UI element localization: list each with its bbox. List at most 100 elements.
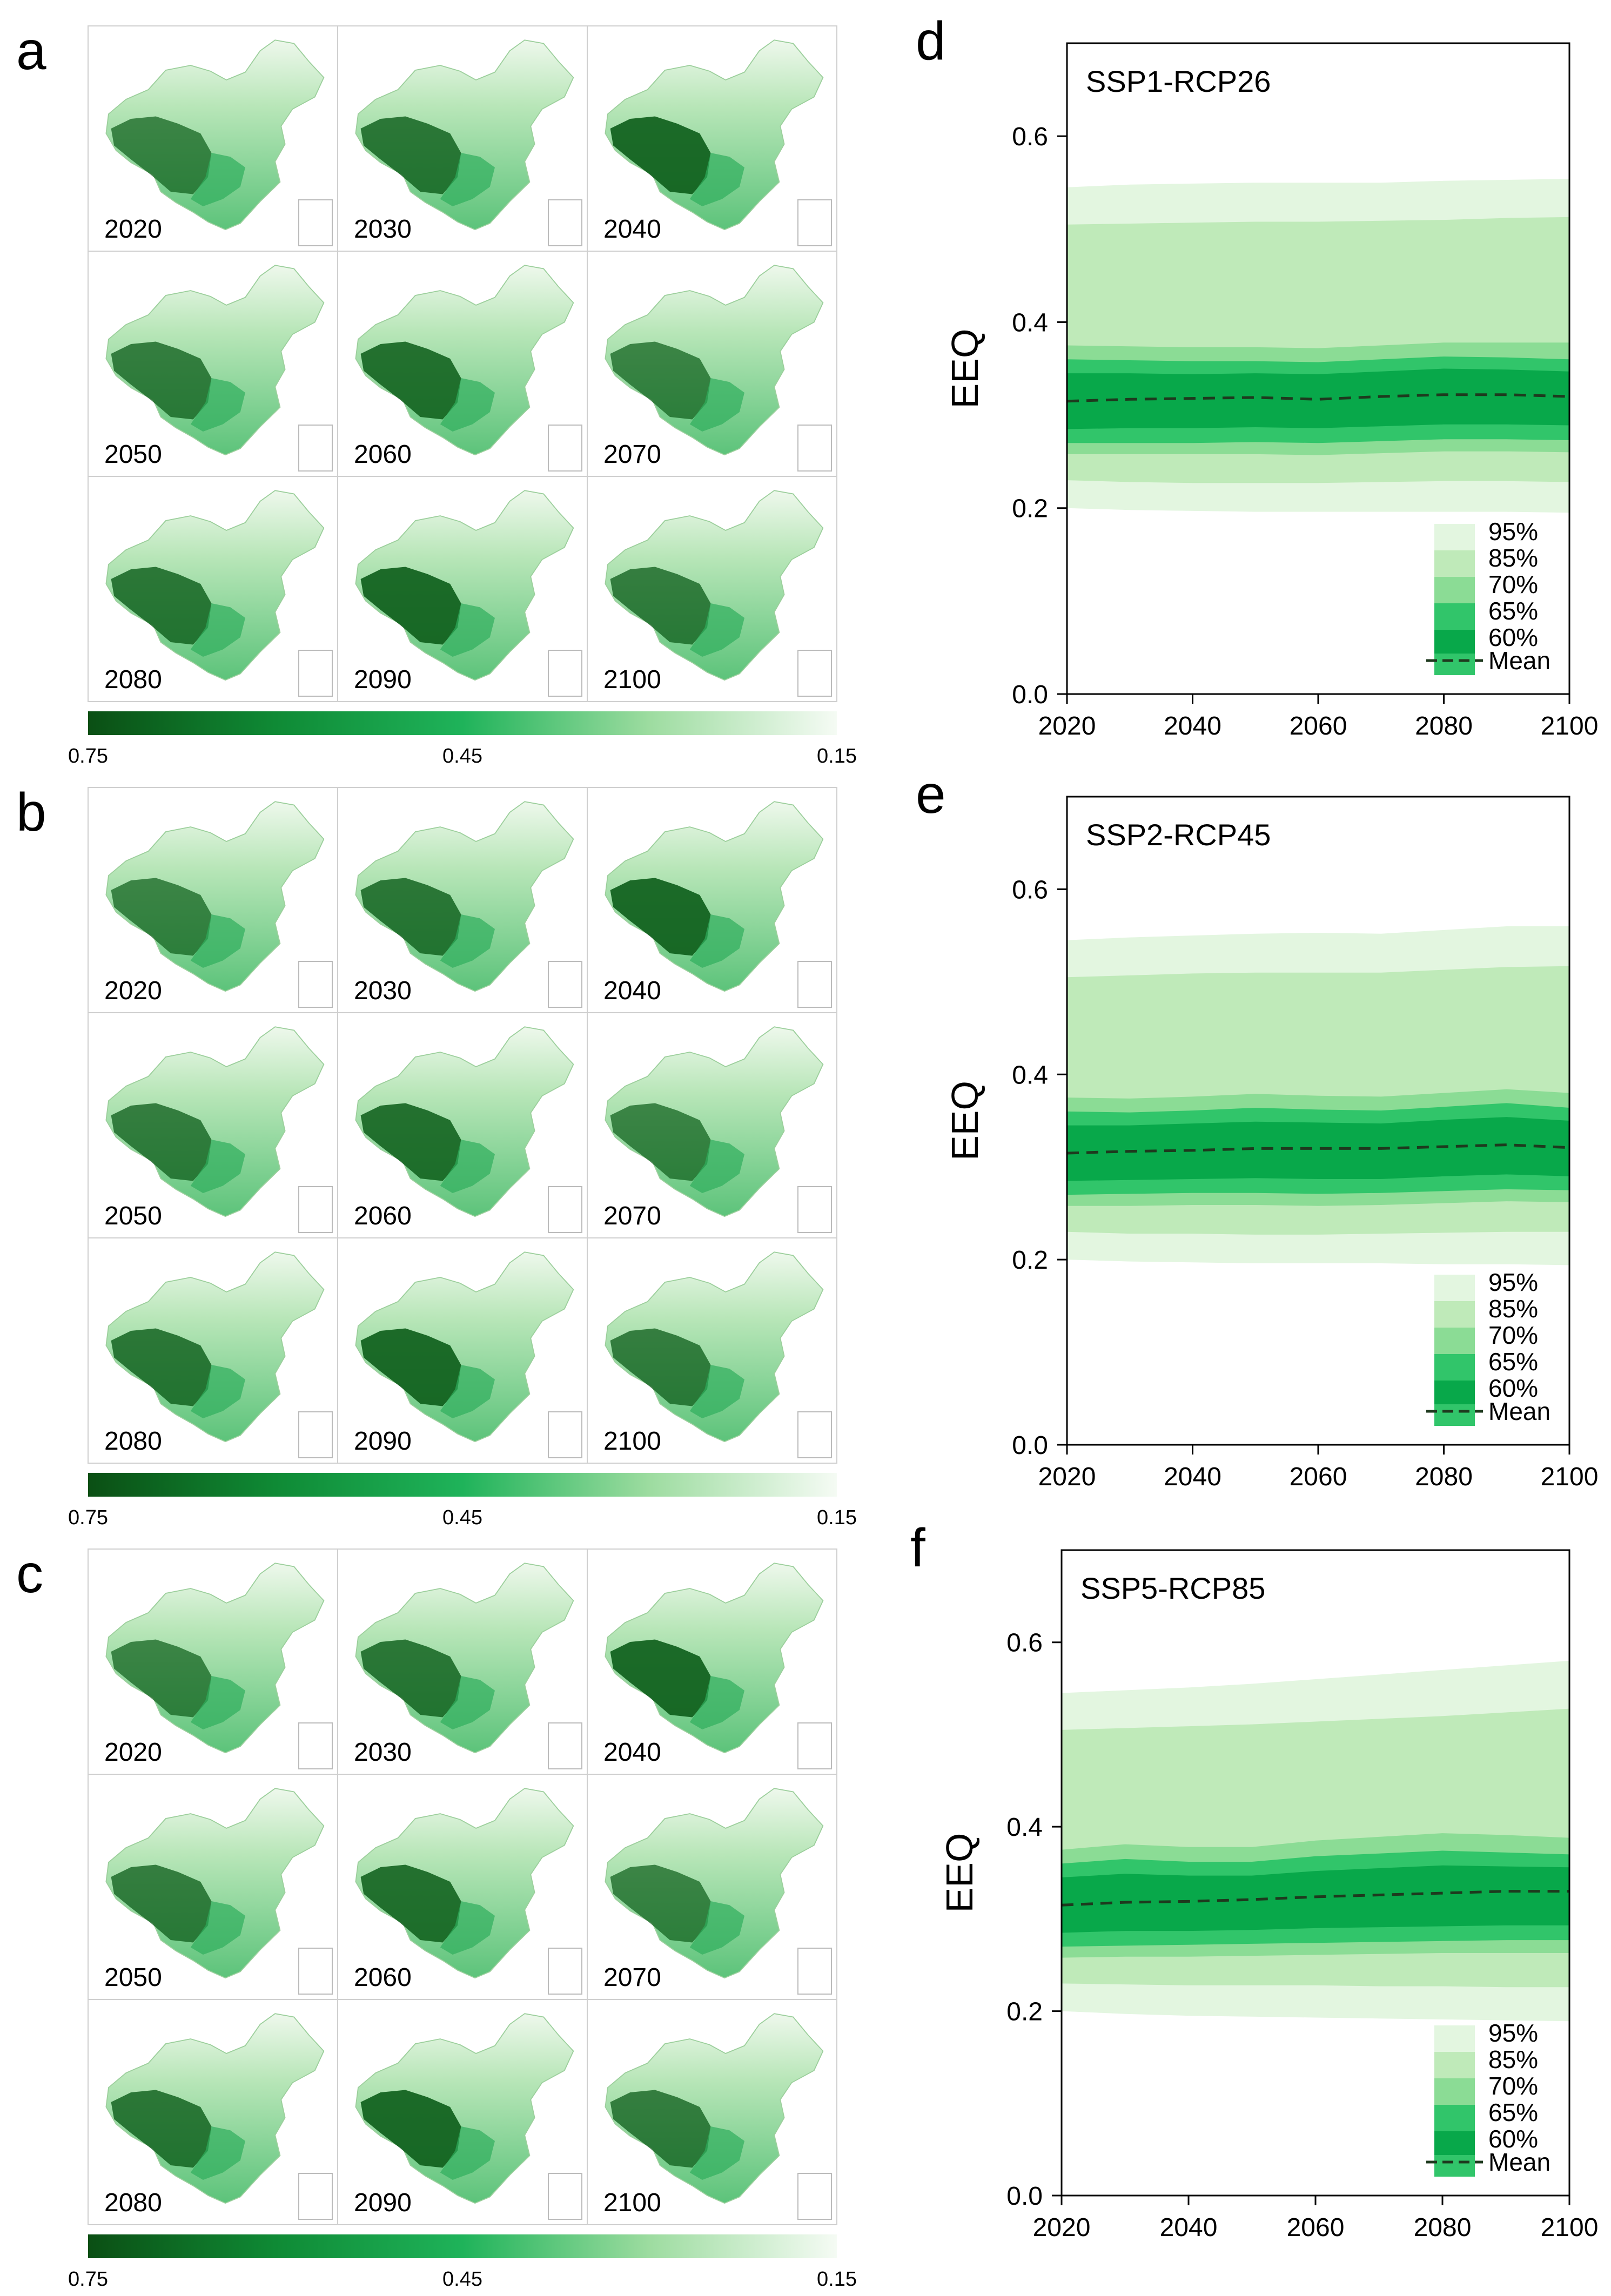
map-south-region: [190, 914, 245, 968]
map-plateau-region: [111, 878, 212, 956]
legend-label: 60%: [1488, 1374, 1538, 1402]
legend-swatch: [1434, 1328, 1475, 1354]
map-inset: [548, 1722, 582, 1769]
map-cell: 2030: [337, 1548, 588, 1775]
map-cell: 2060: [337, 1774, 588, 2000]
map-cell: 2040: [587, 25, 837, 252]
map-inset: [298, 650, 333, 697]
map-plateau-region: [610, 1639, 711, 1718]
y-tick-label: 0.6: [1012, 876, 1048, 904]
map-year-label: 2070: [603, 1202, 661, 1230]
map-south-region: [689, 1140, 744, 1193]
map-panels: a 2020 2030 2040 2050 2060 2070 2080 2090 2100 0.7…: [16, 21, 857, 2291]
map-south-region: [689, 378, 744, 432]
panel-label: e: [916, 764, 946, 825]
map-plateau-region: [111, 2090, 212, 2168]
map-south-region: [689, 2126, 744, 2180]
legend-label: 65%: [1488, 2098, 1538, 2126]
china-map: [605, 1788, 824, 1979]
map-panel-b: b 2020 2030 2040 2050 2060 2070 2080 2090 2100 0.7…: [16, 782, 857, 1529]
y-tick-label: 0.0: [1012, 681, 1048, 709]
colorbar: 0.75 0.45 0.15: [68, 1473, 857, 1529]
x-tick-label: 2100: [1541, 2213, 1599, 2242]
map-plateau-region: [111, 567, 212, 645]
map-inset: [548, 1948, 582, 1995]
colorbar-gradient: [88, 711, 837, 735]
map-plateau-region: [111, 1864, 212, 1943]
legend-label: 85%: [1488, 544, 1538, 572]
y-axis-label: EEQ: [938, 1833, 981, 1913]
map-cell: 2070: [587, 1774, 837, 2000]
map-year-label: 2060: [354, 1963, 412, 1992]
map-inset: [797, 961, 832, 1008]
map-year-label: 2030: [354, 1738, 412, 1767]
map-year-label: 2020: [104, 1738, 162, 1767]
map-cell: 2100: [587, 1237, 837, 1464]
map-cell: 2080: [88, 476, 338, 702]
legend-swatch: [1434, 550, 1475, 577]
china-map: [355, 801, 574, 992]
map-year-label: 2030: [354, 215, 412, 244]
map-plateau-region: [610, 341, 711, 420]
legend-swatch: [1434, 577, 1475, 603]
china-map: [105, 1251, 325, 1443]
band-60pct: [1062, 1865, 1569, 1933]
map-plateau-region: [610, 878, 711, 956]
x-tick-label: 2100: [1541, 712, 1599, 740]
map-inset: [548, 425, 582, 472]
map-south-region: [440, 1140, 495, 1193]
map-south-region: [190, 1676, 245, 1729]
map-inset: [298, 425, 333, 472]
map-inset: [298, 1722, 333, 1769]
mean-line: [1061, 1890, 1569, 1907]
china-map: [605, 265, 824, 456]
map-inset: [797, 2173, 832, 2220]
map-year-label: 2040: [603, 1738, 661, 1767]
legend-swatch: [1434, 2131, 1475, 2158]
map-south-region: [689, 1901, 744, 1955]
legend-swatch: [1434, 630, 1475, 656]
map-year-label: 2090: [354, 665, 412, 694]
map-cell: 2030: [337, 787, 588, 1013]
chart-title: SSP5-RCP85: [1080, 1571, 1265, 1605]
x-tick-label: 2060: [1290, 1463, 1347, 1491]
y-axis-label: EEQ: [944, 1081, 986, 1161]
legend-label: 70%: [1488, 2072, 1538, 2100]
legend-label: 85%: [1488, 1295, 1538, 1323]
china-map: [605, 801, 824, 992]
y-tick-label: 0.2: [1006, 1998, 1043, 2026]
colorbar-tick-label: 0.45: [442, 745, 482, 767]
legend-swatch-mean-bg: [1434, 2155, 1475, 2177]
map-cell: 2020: [88, 25, 338, 252]
map-panel-c: c 2020 2030 2040 2050 2060 2070 2080 2090 2100 0.7…: [16, 1544, 857, 2291]
map-inset: [548, 650, 582, 697]
map-inset: [298, 2173, 333, 2220]
china-map: [605, 1563, 824, 1754]
map-year-label: 2090: [354, 1427, 412, 1456]
chart-title: SSP2-RCP45: [1086, 818, 1271, 852]
panel-label: c: [16, 1544, 43, 1604]
map-inset: [548, 1411, 582, 1458]
map-south-region: [440, 1901, 495, 1955]
legend-label: Mean: [1488, 647, 1550, 675]
legend-swatch: [1434, 1275, 1475, 1301]
map-year-label: 2050: [104, 440, 162, 469]
y-tick-label: 0.0: [1012, 1431, 1048, 1460]
china-map: [355, 1251, 574, 1443]
legend-swatch: [1434, 2078, 1475, 2105]
map-south-region: [440, 153, 495, 206]
map-cell: 2090: [337, 476, 588, 702]
map-cell: 2050: [88, 1012, 338, 1238]
y-tick-label: 0.4: [1012, 308, 1048, 337]
legend-label: 65%: [1488, 1348, 1538, 1376]
map-cell: 2080: [88, 1237, 338, 1464]
map-plateau-region: [360, 878, 461, 956]
legend-label: 70%: [1488, 1321, 1538, 1349]
x-tick-label: 2100: [1541, 1463, 1599, 1491]
colorbar: 0.75 0.45 0.15: [68, 2234, 857, 2291]
map-plateau-region: [360, 1328, 461, 1406]
map-south-region: [689, 914, 744, 968]
legend-swatch: [1434, 2052, 1475, 2078]
china-map: [605, 1251, 824, 1443]
